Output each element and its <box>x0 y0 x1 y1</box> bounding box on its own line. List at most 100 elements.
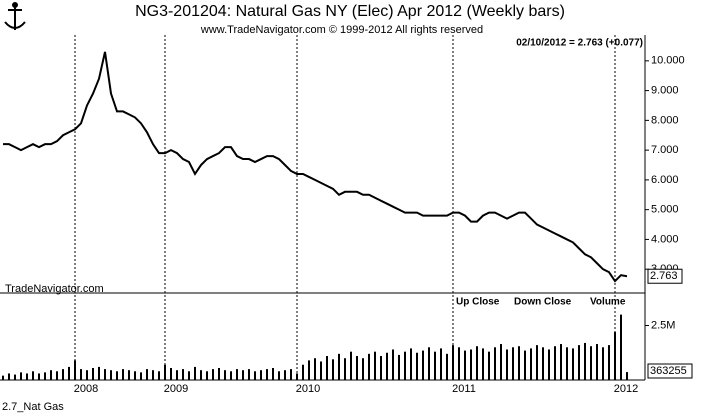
volume-bar <box>542 347 544 380</box>
volume-bar <box>602 347 604 380</box>
volume-bar <box>104 369 106 380</box>
volume-bar <box>98 366 100 380</box>
volume-bar <box>80 369 82 380</box>
volume-bar <box>110 370 112 380</box>
volume-bar <box>128 370 130 380</box>
x-tick-label: 2008 <box>74 383 98 395</box>
volume-bar <box>152 370 154 380</box>
volume-bar <box>242 370 244 380</box>
volume-bar <box>356 356 358 380</box>
volume-bar <box>350 351 352 380</box>
volume-bar <box>194 366 196 380</box>
logo <box>4 2 26 30</box>
x-tick-label: 2010 <box>296 383 320 395</box>
volume-bar <box>122 369 124 380</box>
y-tick-label: 10.000 <box>651 55 685 67</box>
volume-bar <box>398 354 400 380</box>
volume-bar <box>272 368 274 380</box>
volume-bar <box>86 370 88 380</box>
volume-bar <box>446 353 448 380</box>
volume-bar <box>506 349 508 380</box>
volume-bar <box>404 351 406 380</box>
volume-bar <box>392 349 394 380</box>
volume-bar <box>218 368 220 380</box>
y-tick-label: 9.000 <box>651 85 679 97</box>
volume-bar <box>314 358 316 380</box>
volume-bar <box>338 353 340 380</box>
volume-bar <box>260 370 262 380</box>
volume-bar <box>44 372 46 380</box>
volume-bar <box>134 371 136 380</box>
volume-bar <box>572 348 574 380</box>
volume-bar <box>248 369 250 380</box>
volume-bar <box>68 366 70 380</box>
volume-bar <box>290 369 292 380</box>
volume-bar <box>236 369 238 380</box>
volume-bar <box>434 351 436 380</box>
volume-bar <box>8 373 10 380</box>
volume-bar <box>146 369 148 380</box>
volume-bar <box>488 351 490 380</box>
volume-bar <box>440 348 442 380</box>
volume-bar <box>38 373 40 380</box>
volume-bar <box>332 359 334 380</box>
volume-bar <box>530 348 532 380</box>
volume-bar <box>476 346 478 380</box>
footer: 2.7_Nat Gas <box>2 401 64 413</box>
legend-label: Volume <box>590 297 626 308</box>
volume-bar <box>620 314 622 380</box>
volume-bar <box>386 352 388 380</box>
volume-bar <box>224 370 226 380</box>
x-tick-label: 2012 <box>614 383 638 395</box>
y-tick-label: 6.000 <box>651 174 679 186</box>
volume-bar <box>284 370 286 380</box>
volume-bar <box>188 371 190 380</box>
volume-bar <box>92 368 94 380</box>
volume-bar <box>206 371 208 380</box>
volume-bar <box>368 353 370 380</box>
volume-bar <box>344 358 346 380</box>
volume-bar <box>626 372 628 380</box>
volume-bar <box>410 348 412 380</box>
volume-bar <box>254 371 256 380</box>
volume-bar <box>500 344 502 380</box>
volume-bar <box>266 369 268 380</box>
volume-bar <box>416 352 418 380</box>
volume-bar <box>176 370 178 380</box>
last-value-note: 02/10/2012 = 2.763 (+0.077) <box>516 38 643 49</box>
volume-bar <box>518 346 520 380</box>
chart-subtitle: www.TradeNavigator.com © 1999-2012 All r… <box>200 24 483 36</box>
volume-bar <box>608 345 610 380</box>
volume-bar <box>32 371 34 380</box>
volume-bar <box>362 358 364 380</box>
legend-label: Down Close <box>514 297 572 308</box>
volume-bar <box>212 369 214 380</box>
volume-bar <box>170 368 172 380</box>
volume-bar <box>2 375 4 380</box>
watermark: TradeNavigator.com <box>5 283 104 295</box>
volume-bar <box>494 347 496 380</box>
price-line <box>3 51 628 283</box>
volume-bar <box>74 360 76 380</box>
volume-bar <box>158 371 160 380</box>
volume-bar <box>14 374 16 380</box>
volume-bar <box>296 373 298 380</box>
volume-bar <box>566 347 568 380</box>
volume-bar <box>428 347 430 380</box>
last-volume-label: 363255 <box>650 365 687 377</box>
volume-bar <box>308 360 310 380</box>
volume-bar <box>452 345 454 380</box>
y-tick-label: 4.000 <box>651 233 679 245</box>
volume-bar <box>374 351 376 380</box>
volume-bar <box>464 350 466 380</box>
y-tick-label: 5.000 <box>651 204 679 216</box>
volume-bar <box>50 370 52 380</box>
y2-tick-label: 2.5M <box>651 319 675 331</box>
volume-bar <box>182 369 184 380</box>
volume-bar <box>230 371 232 380</box>
volume-bar <box>584 342 586 380</box>
legend-label: Up Close <box>456 297 500 308</box>
volume-bar <box>164 364 166 380</box>
y-tick-label: 8.000 <box>651 114 679 126</box>
volume-bar <box>380 356 382 380</box>
